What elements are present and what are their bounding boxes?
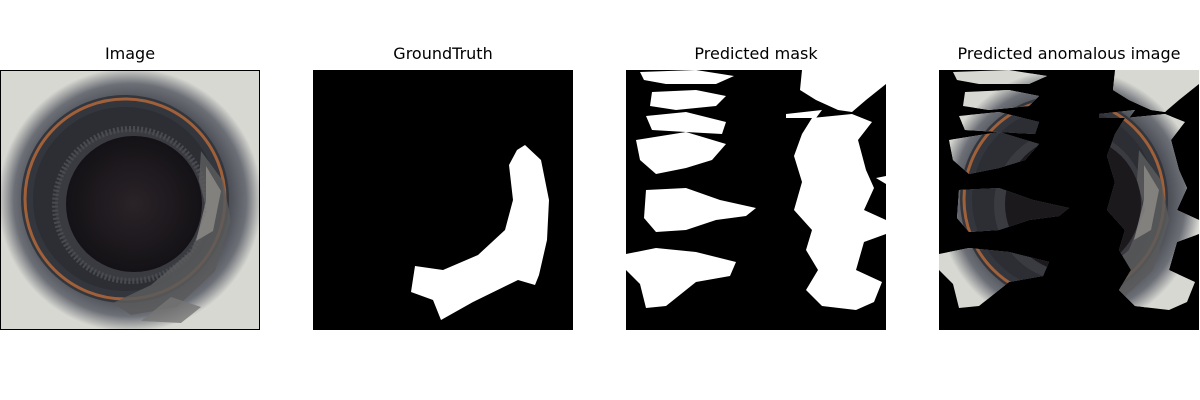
predicted-mask [626,70,886,330]
bottle-photo [1,71,259,329]
panel-predicted-mask [626,70,886,330]
panel-image [0,70,260,330]
groundtruth-mask [313,70,573,330]
title-image: Image [104,44,156,63]
anomalous-overlay [939,70,1199,330]
panel-predicted-anomalous-image [939,70,1199,330]
panel-groundtruth [313,70,573,330]
title-predicted-anomalous-image: Predicted anomalous image [957,44,1181,63]
title-predicted-mask: Predicted mask [694,44,818,63]
title-groundtruth: GroundTruth [393,44,493,63]
